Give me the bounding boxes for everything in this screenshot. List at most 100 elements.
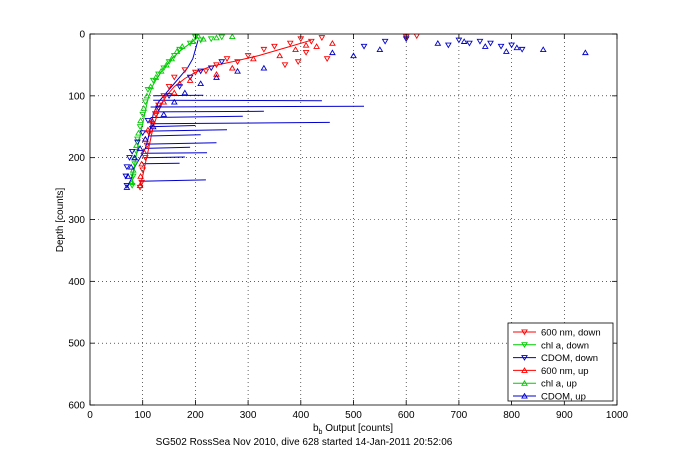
data-point <box>138 179 146 186</box>
data-point <box>131 161 139 168</box>
data-point <box>149 77 157 84</box>
legend-box <box>507 322 614 402</box>
data-point <box>157 67 165 74</box>
data-point <box>513 44 521 51</box>
data-point <box>176 84 183 90</box>
legend-marker <box>521 329 528 336</box>
x-axis-label-rest: Output [counts] <box>322 423 393 434</box>
data-point <box>160 111 168 117</box>
data-point <box>223 56 231 62</box>
data-point <box>165 84 173 90</box>
data-point <box>213 74 220 80</box>
data-point <box>122 173 130 180</box>
legend-entry: chl a, down <box>513 340 589 351</box>
data-point <box>323 56 331 62</box>
data-point <box>135 129 142 136</box>
data-point <box>128 148 136 155</box>
data-point <box>160 93 168 100</box>
data-point <box>213 62 220 69</box>
data-point <box>194 34 202 39</box>
data-point <box>318 35 326 41</box>
data-point <box>181 89 189 96</box>
series-600-nm-up <box>136 40 336 189</box>
data-point <box>123 184 131 190</box>
profile-line <box>140 179 206 182</box>
data-point <box>160 98 168 105</box>
legend-entry: 600 nm, down <box>513 328 601 339</box>
x-tick-label: 1000 <box>606 410 629 421</box>
y-tick-label: 400 <box>68 277 85 288</box>
data-point <box>508 42 515 49</box>
profile-line <box>142 162 180 165</box>
x-tick-label: 800 <box>503 410 520 421</box>
series-cdom-up <box>123 38 589 190</box>
x-axis-label: bb Output [counts] <box>313 423 393 436</box>
data-point <box>128 182 136 189</box>
data-point <box>381 38 389 45</box>
data-point <box>140 104 148 111</box>
x-tick-label: 400 <box>292 410 309 421</box>
data-point <box>140 148 148 155</box>
y-tick-label: 600 <box>68 401 85 412</box>
data-point <box>165 93 173 100</box>
data-point <box>123 164 131 171</box>
data-point <box>581 49 589 56</box>
legend-marker <box>521 392 528 399</box>
series-chl-a-down <box>128 34 226 189</box>
data-point <box>487 40 494 47</box>
data-point <box>132 142 140 148</box>
profile-line <box>147 134 201 137</box>
data-point <box>444 42 452 49</box>
data-point <box>302 41 310 48</box>
legend-label: 600 nm, down <box>541 328 601 339</box>
data-point <box>460 38 468 44</box>
data-point <box>329 40 336 46</box>
x-tick-label: 300 <box>240 410 257 421</box>
data-point <box>260 64 268 71</box>
data-point <box>307 38 315 45</box>
data-point <box>197 68 205 75</box>
legend-label: chl a, down <box>541 340 589 351</box>
data-point <box>176 46 183 53</box>
y-axis-label: Depth [counts] <box>55 188 66 253</box>
data-point <box>202 68 210 75</box>
x-tick-label: 500 <box>345 410 362 421</box>
data-point <box>189 38 197 44</box>
data-point <box>481 43 489 49</box>
data-point <box>244 53 252 59</box>
data-point <box>476 38 484 45</box>
x-tick-label: 100 <box>134 410 151 421</box>
data-point <box>141 155 149 161</box>
data-point <box>134 139 141 146</box>
profile-line <box>143 156 185 159</box>
data-point <box>434 40 442 46</box>
data-point <box>139 130 147 137</box>
y-tick-label: 500 <box>68 339 85 350</box>
data-point <box>313 43 320 49</box>
legend-marker <box>521 355 528 361</box>
data-point <box>134 136 141 143</box>
data-point <box>234 59 241 66</box>
data-point <box>144 87 152 93</box>
y-tick-label: 200 <box>68 153 85 164</box>
data-points <box>122 34 589 191</box>
data-point <box>260 46 268 53</box>
data-point <box>271 43 278 50</box>
data-point <box>137 172 144 179</box>
data-point <box>281 62 289 69</box>
legend-label: CDOM, down <box>541 353 598 364</box>
data-point <box>329 49 336 56</box>
data-point <box>176 80 183 86</box>
data-point <box>413 34 420 40</box>
legend-entry: CDOM, up <box>513 392 586 403</box>
data-point <box>360 43 368 50</box>
data-point <box>145 130 153 137</box>
data-point <box>234 67 241 74</box>
data-point <box>152 108 160 114</box>
data-point <box>144 126 152 133</box>
x-axis-label-main: b <box>313 423 319 434</box>
data-point <box>170 98 178 105</box>
data-point <box>136 145 144 151</box>
profile-line <box>148 125 196 128</box>
